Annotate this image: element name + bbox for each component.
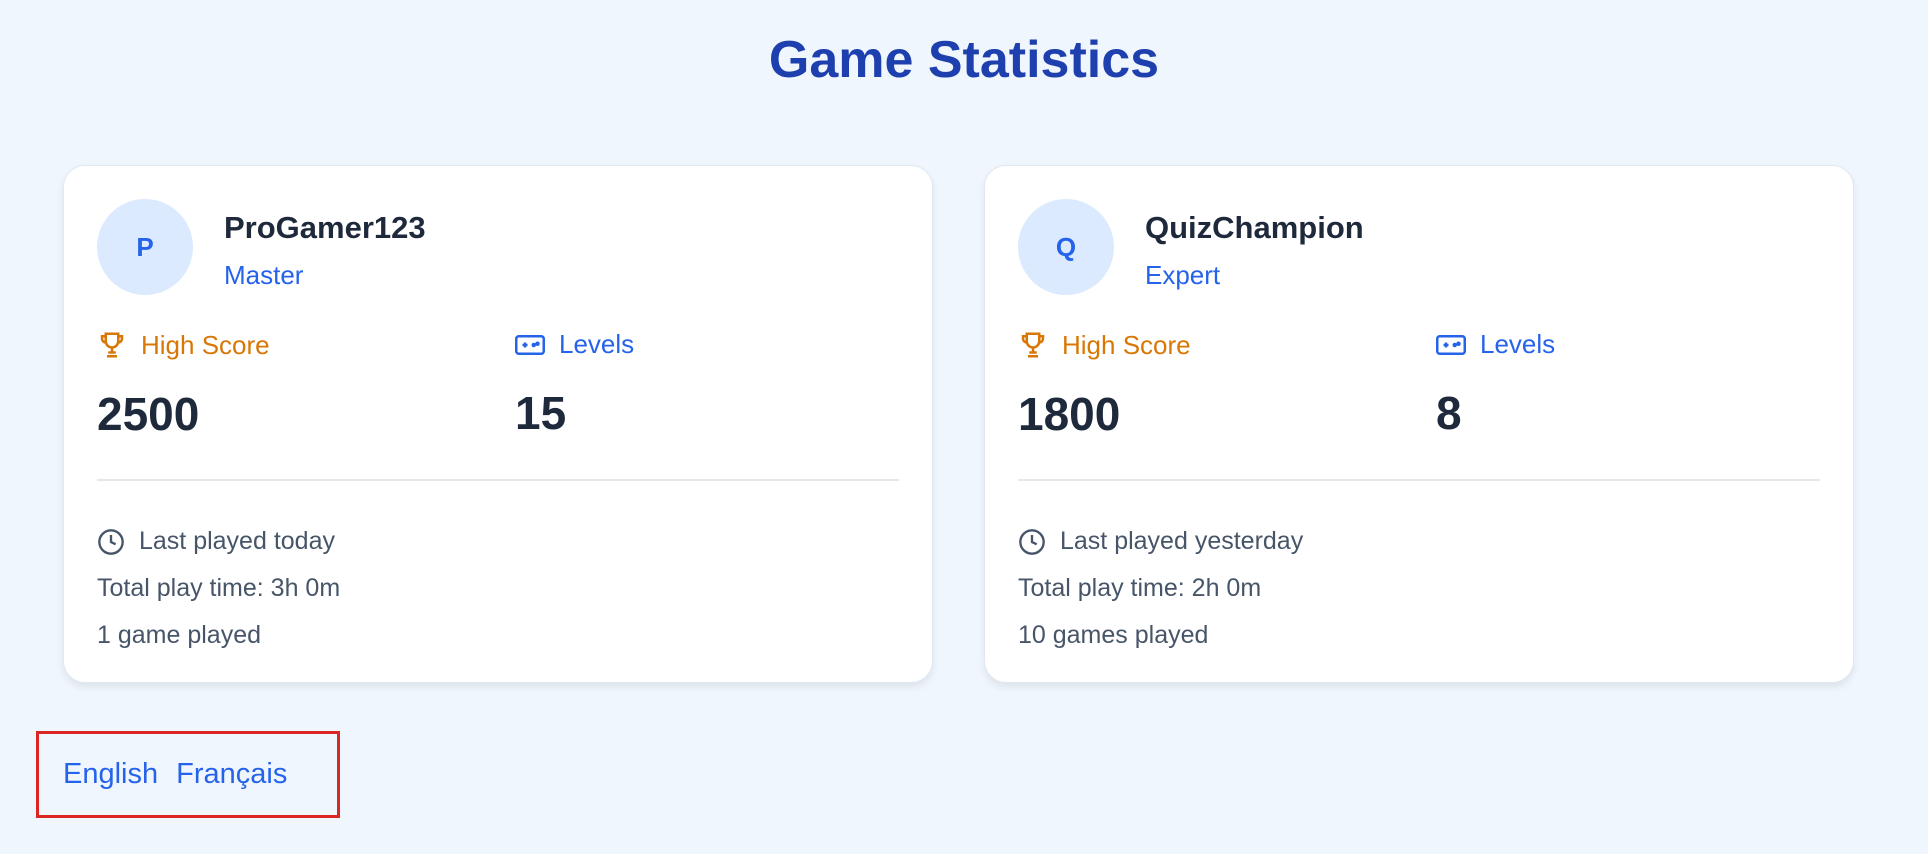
divider: [1018, 479, 1820, 481]
levels-stat: Levels 15: [515, 329, 634, 440]
avatar: P: [97, 199, 193, 295]
page-title: Game Statistics: [768, 31, 1160, 89]
play-time: Total play time: 2h 0m: [1018, 574, 1262, 602]
language-french-link[interactable]: Français: [176, 758, 288, 790]
high-score-value: 2500: [97, 388, 200, 440]
high-score-value: 1800: [1018, 388, 1121, 440]
player-name: QuizChampion: [1145, 210, 1364, 245]
levels-value: 15: [515, 387, 567, 439]
player-name: ProGamer123: [224, 210, 426, 245]
last-played: Last played today: [139, 527, 335, 555]
gamepad-icon: [1436, 334, 1466, 355]
high-score-label: High Score: [141, 329, 270, 360]
language-switcher: English Français: [36, 731, 340, 818]
trophy-icon: [100, 332, 124, 358]
levels-label: Levels: [559, 329, 635, 359]
last-played: Last played yesterday: [1060, 527, 1304, 555]
player-card: Q QuizChampion Expert High Score 1800 Le…: [984, 165, 1854, 683]
high-score-stat: High Score 1800: [1018, 329, 1191, 441]
language-english-link[interactable]: English: [63, 758, 159, 790]
games-played: 1 game played: [97, 621, 262, 649]
divider: [97, 479, 899, 481]
play-time: Total play time: 3h 0m: [97, 574, 341, 602]
games-played: 10 games played: [1018, 621, 1209, 649]
avatar: Q: [1018, 199, 1114, 295]
player-rank: Expert: [1145, 260, 1221, 290]
player-rank: Master: [224, 260, 304, 290]
high-score-stat: High Score 2500: [97, 329, 270, 441]
levels-stat: Levels 8: [1436, 329, 1555, 440]
levels-value: 8: [1436, 387, 1462, 439]
trophy-icon: [1021, 332, 1045, 358]
clock-icon: [98, 528, 124, 555]
player-card: P ProGamer123 Master High Score 2500 Lev…: [63, 165, 933, 683]
gamepad-icon: [515, 334, 545, 355]
levels-label: Levels: [1480, 329, 1556, 359]
high-score-label: High Score: [1062, 329, 1191, 360]
clock-icon: [1019, 528, 1045, 555]
